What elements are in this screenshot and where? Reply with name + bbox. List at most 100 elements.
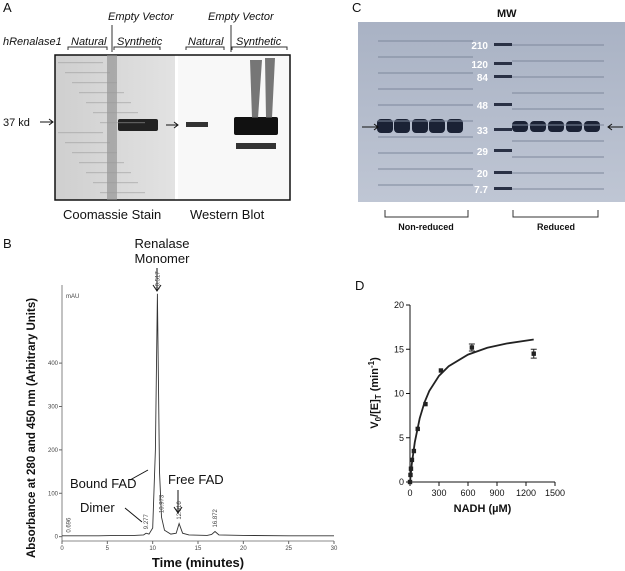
point <box>531 351 536 356</box>
y-tick-label: 0 <box>399 477 404 487</box>
y-axis-label: Absorbance at 280 and 450 nm (Arbitrary … <box>26 298 38 558</box>
label-part: /[E] <box>369 399 381 417</box>
arrow <box>362 123 623 131</box>
faint-band <box>58 62 103 64</box>
mw-label: 120 <box>471 60 488 71</box>
panel-label: A <box>3 0 12 15</box>
peak-label: 10.973 <box>159 494 165 513</box>
mw-label: 84 <box>477 73 489 84</box>
faint-band <box>79 92 124 94</box>
trace <box>62 293 334 537</box>
annotation: Dimer <box>80 500 115 515</box>
band <box>447 119 463 133</box>
y-tick-label: 0 <box>55 535 59 541</box>
band <box>530 121 546 132</box>
faint-band <box>378 88 473 90</box>
faint-band <box>79 162 124 164</box>
ladder-band <box>494 171 512 174</box>
peak-label: 16.872 <box>213 508 219 527</box>
faint-band <box>378 152 473 154</box>
faint-band <box>512 188 604 190</box>
band <box>394 119 410 133</box>
ladder-band <box>494 62 512 65</box>
band <box>186 122 208 127</box>
caption: Western Blot <box>190 207 265 222</box>
band <box>377 119 393 133</box>
faint-band <box>58 132 103 134</box>
mw-label: 33 <box>477 126 489 137</box>
band <box>234 117 278 135</box>
arrow <box>124 268 183 523</box>
bracket <box>67 25 288 52</box>
faint-band <box>512 76 604 78</box>
lane-label: Synthetic <box>236 36 282 48</box>
band <box>429 119 445 133</box>
label-part: T <box>374 394 383 399</box>
faint-band <box>378 120 473 122</box>
label-part: 0 <box>374 416 383 421</box>
panel-label: C <box>352 0 361 15</box>
mw-label: 29 <box>477 147 489 158</box>
faint-band <box>378 184 473 186</box>
annotation: Bound FAD <box>70 476 137 491</box>
y-axis-label: V0/[E]T (min-1) <box>367 357 383 429</box>
ladder-band <box>494 103 512 106</box>
group-label: Reduced <box>537 222 575 232</box>
faint-band <box>378 72 473 74</box>
x-tick-label: 300 <box>431 488 446 498</box>
band <box>548 121 564 132</box>
point <box>411 448 417 454</box>
arrow <box>40 118 179 129</box>
x-tick-label: 5 <box>106 546 110 552</box>
panel-b: B Renalase Monomer Bound FAD Free FAD Di… <box>3 236 338 570</box>
ladder-band <box>494 75 512 78</box>
group-label: Non-reduced <box>398 222 454 232</box>
panel-c: C MW 210 120 84 48 33 29 20 7.7 Non-reduced Red… <box>352 0 625 232</box>
x-tick-label: 30 <box>331 546 338 552</box>
x-tick-label: 0 <box>60 546 64 552</box>
band <box>566 121 582 132</box>
label-part: ) <box>369 357 381 361</box>
faint-band <box>72 82 117 84</box>
y-tick-label: 5 <box>399 433 404 443</box>
panel-label: B <box>3 236 12 251</box>
fit-curve <box>409 338 534 483</box>
x-tick-label: 900 <box>489 488 504 498</box>
ladder-band <box>494 149 512 152</box>
panel-a: A Empty Vector Empty Vector hRenalase1 N… <box>3 0 291 222</box>
mw-title: MW <box>497 8 517 20</box>
ladder-band <box>494 187 512 190</box>
x-tick-label: 0 <box>407 488 412 498</box>
label-part: -1 <box>367 360 376 368</box>
y-tick-label: 200 <box>48 448 59 454</box>
x-axis-label: Time (minutes) <box>152 555 244 570</box>
band <box>412 119 428 133</box>
faint-band <box>512 108 604 110</box>
lane-label: Natural <box>188 36 224 48</box>
point <box>423 401 428 407</box>
y-tick-label: 15 <box>394 344 404 354</box>
faint-band <box>512 60 604 62</box>
faint-band <box>65 142 110 144</box>
annotation: Monomer <box>135 251 191 266</box>
faint-band <box>378 136 473 138</box>
point <box>415 426 420 432</box>
x-tick-label: 1200 <box>516 488 536 498</box>
band <box>236 143 276 149</box>
faint-band <box>378 56 473 58</box>
faint-band <box>93 112 138 114</box>
annotation: Renalase <box>135 236 190 251</box>
bracket <box>384 210 599 218</box>
x-tick-label: 25 <box>285 546 292 552</box>
faint-band <box>86 102 131 104</box>
label-part: (min <box>369 368 381 395</box>
y-tick-label: 300 <box>48 404 59 410</box>
point <box>469 345 475 350</box>
smear <box>250 58 275 118</box>
x-tick-label: 10 <box>149 546 156 552</box>
mw-label: 210 <box>471 41 488 52</box>
peak-label: 10.517 <box>155 271 161 290</box>
axes <box>409 305 555 483</box>
faint-band <box>100 122 145 124</box>
